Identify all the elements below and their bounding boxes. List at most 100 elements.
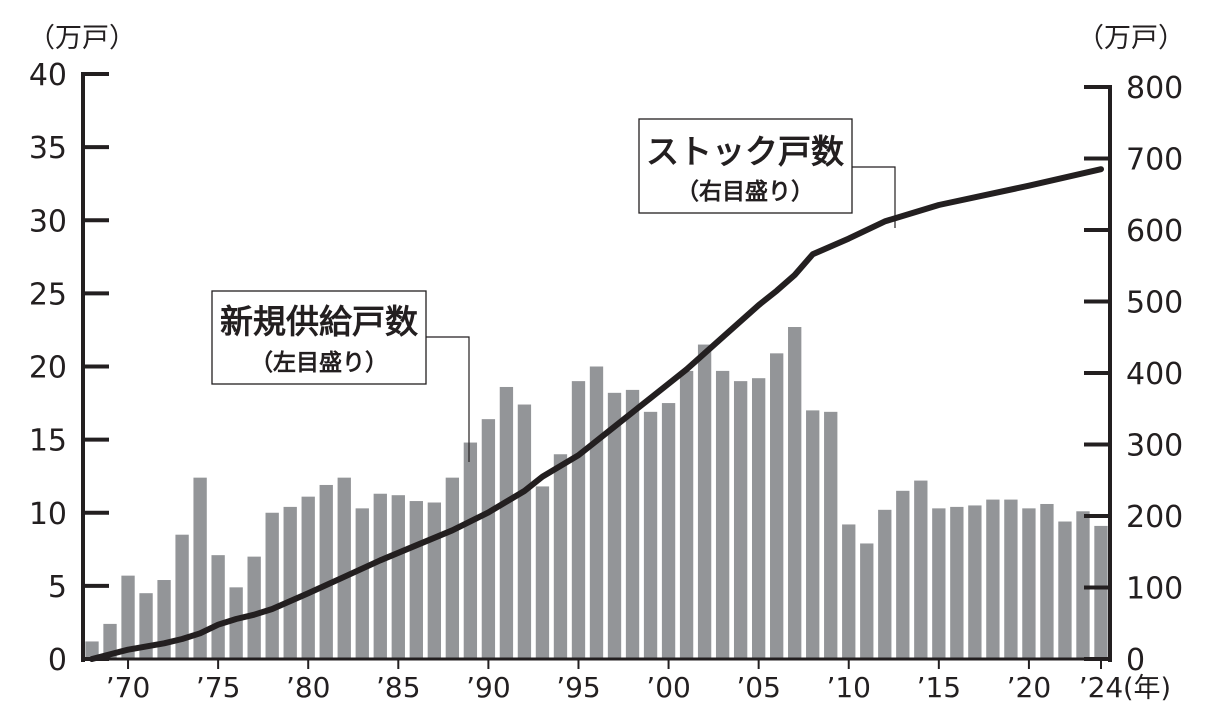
bar-2017 — [968, 505, 982, 659]
x-tick-label: ’10 — [826, 671, 871, 704]
right-tick-label: 0 — [1126, 643, 1145, 678]
bar-1973 — [175, 534, 189, 659]
bar-2000 — [661, 403, 676, 659]
x-tick-label: ’15 — [917, 671, 962, 704]
line-layer — [89, 166, 1104, 662]
bar-1970 — [121, 575, 135, 659]
bar-1994 — [553, 454, 568, 659]
supply-callout: 新規供給戸数 （左目盛り） — [211, 290, 470, 462]
bar-1996 — [589, 366, 604, 659]
x-tick-label: ’85 — [376, 671, 421, 704]
supply-callout-sub: （左目盛り） — [250, 349, 388, 376]
left-unit-label: （万戸） — [28, 23, 136, 54]
right-tick-label: 300 — [1126, 429, 1183, 464]
bar-2021 — [1040, 503, 1054, 659]
bar-1983 — [355, 508, 369, 659]
bar-1971 — [139, 593, 153, 659]
bar-1969 — [103, 623, 117, 659]
bar-1997 — [607, 392, 622, 659]
bar-1989 — [463, 442, 478, 659]
bar-1995 — [571, 381, 586, 660]
x-unit-label: (年) — [1123, 673, 1171, 704]
x-tick-label: ’00 — [646, 671, 691, 704]
left-tick-label: 5 — [48, 570, 67, 605]
bar-2002 — [697, 344, 712, 659]
bar-1991 — [499, 386, 514, 659]
bar-1992 — [517, 404, 532, 659]
right-tick-label: 100 — [1126, 572, 1183, 607]
tick-labels: 40 35 30 25 20 15 10 5 0 800 700 600 500 400 300 200 100… — [29, 58, 1183, 704]
right-tick-label: 800 — [1126, 71, 1183, 106]
supply-callout-leader — [426, 336, 470, 462]
bar-2001 — [679, 370, 694, 659]
bar-2014 — [914, 480, 928, 659]
bar-1984 — [373, 493, 387, 659]
stock-line — [89, 166, 1104, 662]
bar-2012 — [878, 509, 892, 659]
bar-1998 — [625, 389, 640, 659]
bar-group — [85, 327, 1108, 660]
bar-1979 — [283, 506, 297, 659]
bar-2020 — [1022, 508, 1036, 659]
bar-2015 — [932, 508, 946, 659]
bar-1976 — [229, 587, 243, 659]
right-tick-label: 400 — [1126, 357, 1183, 392]
supply-callout-title: 新規供給戸数 — [220, 302, 419, 341]
bar-2013 — [896, 490, 910, 659]
left-tick-label: 20 — [29, 351, 67, 386]
stock-callout-leader — [852, 166, 896, 228]
x-tick-label: ’95 — [556, 671, 601, 704]
bar-1980 — [301, 496, 315, 659]
bar-2004 — [733, 381, 748, 660]
left-tick-label: 0 — [48, 643, 67, 678]
bar-2010 — [842, 524, 856, 659]
bar-2006 — [770, 353, 784, 659]
bar-2022 — [1058, 521, 1072, 659]
bar-1993 — [535, 486, 550, 659]
left-tick-label: 25 — [29, 277, 67, 312]
x-tick-label: ’75 — [196, 671, 241, 704]
x-tick-label: ’70 — [106, 671, 151, 704]
stock-callout-box — [638, 118, 853, 214]
bar-2007 — [788, 327, 802, 659]
bar-1986 — [409, 501, 423, 659]
left-tick-label: 35 — [29, 131, 67, 166]
bar-1972 — [157, 580, 171, 659]
stock-callout-sub: （右目盛り） — [676, 178, 814, 205]
bar-1974 — [193, 477, 207, 659]
right-tick-label: 500 — [1126, 286, 1183, 321]
axes — [81, 72, 1112, 669]
left-tick-label: 40 — [29, 58, 67, 93]
x-tick-label: ’05 — [736, 671, 781, 704]
bar-2016 — [950, 506, 964, 659]
bar-2024 — [1094, 525, 1108, 659]
bar-1982 — [337, 477, 351, 659]
bar-2009 — [824, 411, 838, 659]
bar-1990 — [481, 419, 496, 659]
right-unit-label: （万戸） — [1077, 23, 1185, 54]
right-tick-label: 200 — [1126, 500, 1183, 535]
right-tick-label: 700 — [1126, 143, 1183, 178]
stock-callout-title: ストック戸数 — [646, 132, 845, 171]
bar-2018 — [986, 499, 1000, 659]
left-tick-label: 30 — [29, 204, 67, 239]
x-tick-label: ’80 — [286, 671, 331, 704]
supply-callout-box — [211, 290, 427, 385]
bar-2005 — [751, 378, 766, 659]
bar-2023 — [1076, 511, 1090, 659]
x-tick-label: ’24 — [1079, 671, 1124, 704]
left-tick-label: 15 — [29, 424, 67, 459]
right-tick-label: 600 — [1126, 214, 1183, 249]
x-tick-label: ’90 — [466, 671, 511, 704]
bar-1999 — [643, 411, 658, 659]
x-tick-label: ’20 — [1007, 671, 1052, 704]
bar-2011 — [860, 543, 874, 659]
bar-1988 — [445, 477, 460, 659]
bar-1985 — [391, 495, 405, 659]
bar-1987 — [427, 502, 442, 659]
bar-1978 — [265, 512, 279, 659]
bar-2019 — [1004, 499, 1018, 659]
bar-2008 — [806, 410, 820, 660]
bar-1981 — [319, 484, 333, 659]
